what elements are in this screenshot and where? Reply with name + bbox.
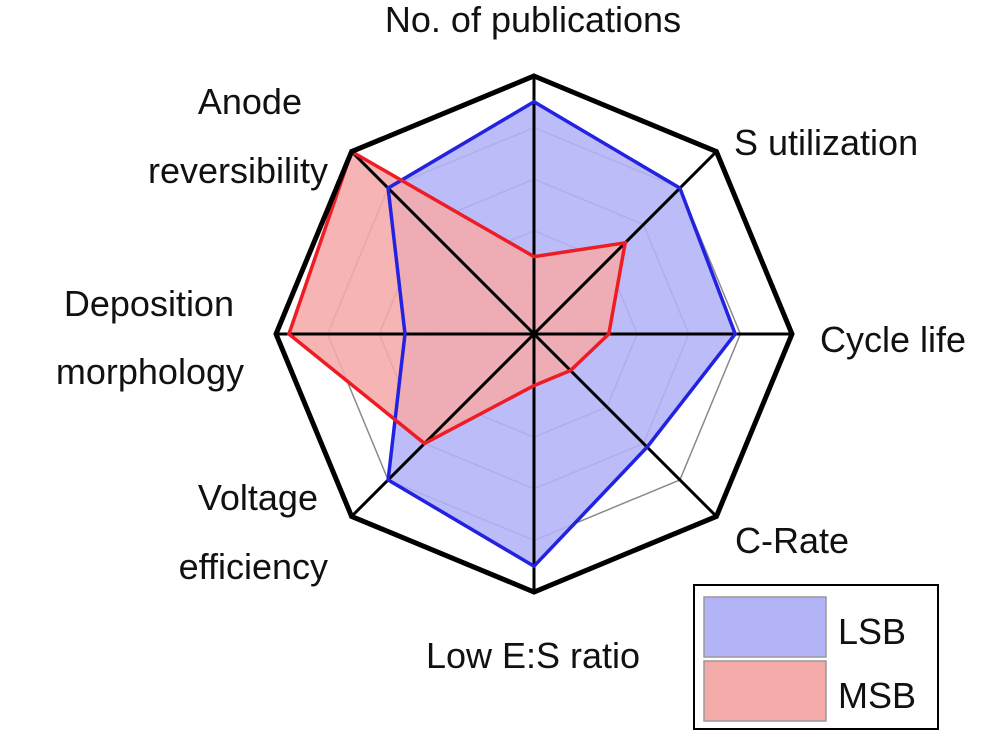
series-line-lsb	[386, 99, 738, 569]
legend-swatch-lsb	[703, 596, 827, 658]
axis-label-cycle-life: Cycle life	[820, 319, 966, 360]
axis-label-s-utilization: S utilization	[734, 122, 918, 163]
axis-labels: No. of publications S utilization Cycle …	[56, 0, 966, 676]
axis-label-voltage-efficiency: Voltage efficiency	[179, 477, 328, 587]
axis-label-c-rate: C-Rate	[735, 520, 849, 561]
radar-outer-ring	[273, 73, 795, 595]
legend-label-msb: MSB	[838, 675, 916, 716]
axis-label-low-es-ratio: Low E:S ratio	[426, 635, 640, 676]
axis-label-anode-reversibility: Anode reversibility	[148, 81, 328, 191]
legend-label-lsb: LSB	[838, 611, 906, 652]
series-line-msb	[286, 149, 628, 446]
axis-label-no-of-publications: No. of publications	[385, 0, 681, 40]
radar-spokes	[276, 76, 792, 592]
radar-spoke	[350, 150, 718, 518]
legend-swatch-msb	[703, 660, 827, 722]
legend: LSB MSB	[693, 584, 939, 730]
series-area-msb	[288, 151, 626, 444]
axis-label-deposition-morphology: Deposition morphology	[56, 283, 244, 392]
series-outlines	[286, 99, 738, 569]
radar-outer-frame	[273, 73, 795, 595]
